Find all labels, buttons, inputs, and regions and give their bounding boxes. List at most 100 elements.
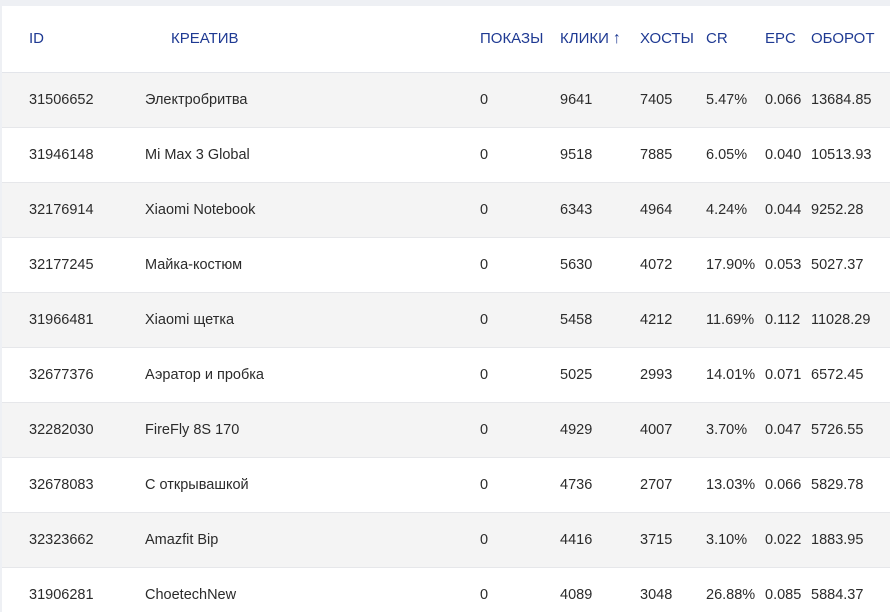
cell-creative: ChoetechNew	[145, 587, 237, 603]
cell-shows: 0	[480, 367, 489, 383]
table-row[interactable]: 32677376 Аэратор и пробка 0 5025 2993 14.01% 0…	[2, 348, 890, 403]
cell-epc: 0.112	[765, 312, 801, 328]
column-header-clicks[interactable]: КЛИКИ ↑	[560, 6, 621, 72]
column-header-id[interactable]: ID	[29, 30, 44, 47]
cell-epc: 0.040	[765, 147, 802, 163]
cell-hosts: 7405	[640, 92, 673, 108]
cell-shows: 0	[480, 202, 489, 218]
cell-hosts: 3048	[640, 587, 673, 603]
table-row[interactable]: 31946148 Mi Max 3 Global 0 9518 7885 6.05% 0.0…	[2, 128, 890, 183]
cell-epc: 0.044	[765, 202, 802, 218]
cell-epc: 0.022	[765, 532, 802, 548]
cell-clicks: 9641	[560, 92, 593, 108]
cell-creative: Майка-костюм	[145, 257, 243, 273]
table-row[interactable]: 32177245 Майка-костюм 0 5630 4072 17.90% 0.053…	[2, 238, 890, 293]
column-header-shows[interactable]: ПОКАЗЫ	[480, 30, 544, 47]
column-header-cr[interactable]: CR	[706, 30, 728, 47]
cell-turnover: 5884.37	[811, 587, 864, 603]
cell-hosts: 4964	[640, 202, 673, 218]
creatives-stats-table: ID КРЕАТИВ ПОКАЗЫ КЛИКИ ↑ ХОСТЫ CR EPC ОБ…	[2, 6, 890, 612]
table-row[interactable]: 32678083 С открывашкой 0 4736 2707 13.03% 0.06…	[2, 458, 890, 513]
cell-creative: Mi Max 3 Global	[145, 147, 250, 163]
cell-shows: 0	[480, 587, 489, 603]
cell-shows: 0	[480, 257, 489, 273]
cell-cr: 17.90%	[706, 257, 756, 273]
cell-cr: 5.47%	[706, 92, 748, 108]
cell-epc: 0.066	[765, 92, 802, 108]
cell-hosts: 2707	[640, 477, 673, 493]
cell-id: 32677376	[29, 367, 94, 383]
cell-epc: 0.071	[765, 367, 802, 383]
cell-shows: 0	[480, 147, 489, 163]
cell-id: 32176914	[29, 202, 94, 218]
cell-creative: Xiaomi Notebook	[145, 202, 256, 218]
cell-epc: 0.085	[765, 587, 802, 603]
cell-cr: 13.03%	[706, 477, 756, 493]
column-header-clicks-label: КЛИКИ	[560, 30, 609, 47]
cell-clicks: 5025	[560, 367, 593, 383]
cell-turnover: 6572.45	[811, 367, 864, 383]
cell-hosts: 3715	[640, 532, 673, 548]
cell-shows: 0	[480, 92, 489, 108]
column-header-epc[interactable]: EPC	[765, 30, 796, 47]
cell-cr: 14.01%	[706, 367, 756, 383]
table-row[interactable]: 31966481 Xiaomi щетка 0 5458 4212 11.69% 0.112…	[2, 293, 890, 348]
cell-creative: С открывашкой	[145, 477, 249, 493]
cell-turnover: 5027.37	[811, 257, 864, 273]
cell-shows: 0	[480, 312, 489, 328]
cell-creative: Аэратор и пробка	[145, 367, 264, 383]
table-body: 31506652 Электробритва 0 9641 7405 5.47% 0.066…	[2, 73, 890, 612]
table-row[interactable]: 32176914 Xiaomi Notebook 0 6343 4964 4.24% 0.0…	[2, 183, 890, 238]
cell-cr: 3.70%	[706, 422, 748, 438]
cell-shows: 0	[480, 477, 489, 493]
cell-turnover: 10513.93	[811, 147, 872, 163]
cell-shows: 0	[480, 422, 489, 438]
cell-id: 32177245	[29, 257, 94, 273]
table-header: ID КРЕАТИВ ПОКАЗЫ КЛИКИ ↑ ХОСТЫ CR EPC ОБ…	[2, 6, 890, 73]
cell-creative: Электробритва	[145, 92, 248, 108]
cell-cr: 6.05%	[706, 147, 748, 163]
cell-creative: FireFly 8S 170	[145, 422, 240, 438]
cell-creative: Amazfit Bip	[145, 532, 219, 548]
column-header-turnover[interactable]: ОБОРОТ	[811, 30, 875, 47]
cell-id: 31946148	[29, 147, 94, 163]
cell-hosts: 4007	[640, 422, 673, 438]
cell-cr: 11.69%	[706, 312, 755, 328]
table-row[interactable]: 32282030 FireFly 8S 170 0 4929 4007 3.70% 0.04…	[2, 403, 890, 458]
cell-id: 32323662	[29, 532, 94, 548]
cell-epc: 0.066	[765, 477, 802, 493]
cell-clicks: 9518	[560, 147, 593, 163]
sort-ascending-icon: ↑	[612, 30, 621, 47]
cell-id: 32678083	[29, 477, 94, 493]
cell-turnover: 11028.29	[811, 312, 871, 328]
cell-hosts: 2993	[640, 367, 673, 383]
cell-id: 31966481	[29, 312, 94, 328]
cell-id: 31506652	[29, 92, 94, 108]
cell-epc: 0.047	[765, 422, 802, 438]
cell-turnover: 1883.95	[811, 532, 864, 548]
cell-hosts: 4212	[640, 312, 673, 328]
cell-clicks: 4416	[560, 532, 593, 548]
column-header-creative[interactable]: КРЕАТИВ	[171, 30, 239, 47]
cell-id: 32282030	[29, 422, 94, 438]
cell-hosts: 4072	[640, 257, 673, 273]
table-row[interactable]: 31906281 ChoetechNew 0 4089 3048 26.88% 0.085 5…	[2, 568, 890, 612]
cell-turnover: 5726.55	[811, 422, 864, 438]
table-row[interactable]: 31506652 Электробритва 0 9641 7405 5.47% 0.066…	[2, 73, 890, 128]
table-row[interactable]: 32323662 Amazfit Bip 0 4416 3715 3.10% 0.022 18…	[2, 513, 890, 568]
cell-epc: 0.053	[765, 257, 802, 273]
cell-turnover: 5829.78	[811, 477, 864, 493]
cell-clicks: 6343	[560, 202, 593, 218]
cell-turnover: 13684.85	[811, 92, 872, 108]
cell-cr: 3.10%	[706, 532, 748, 548]
cell-cr: 4.24%	[706, 202, 748, 218]
cell-id: 31906281	[29, 587, 94, 603]
cell-shows: 0	[480, 532, 489, 548]
cell-clicks: 4736	[560, 477, 593, 493]
column-header-hosts[interactable]: ХОСТЫ	[640, 30, 694, 47]
cell-cr: 26.88%	[706, 587, 756, 603]
cell-clicks: 5458	[560, 312, 593, 328]
cell-clicks: 4929	[560, 422, 593, 438]
cell-clicks: 5630	[560, 257, 593, 273]
cell-clicks: 4089	[560, 587, 593, 603]
